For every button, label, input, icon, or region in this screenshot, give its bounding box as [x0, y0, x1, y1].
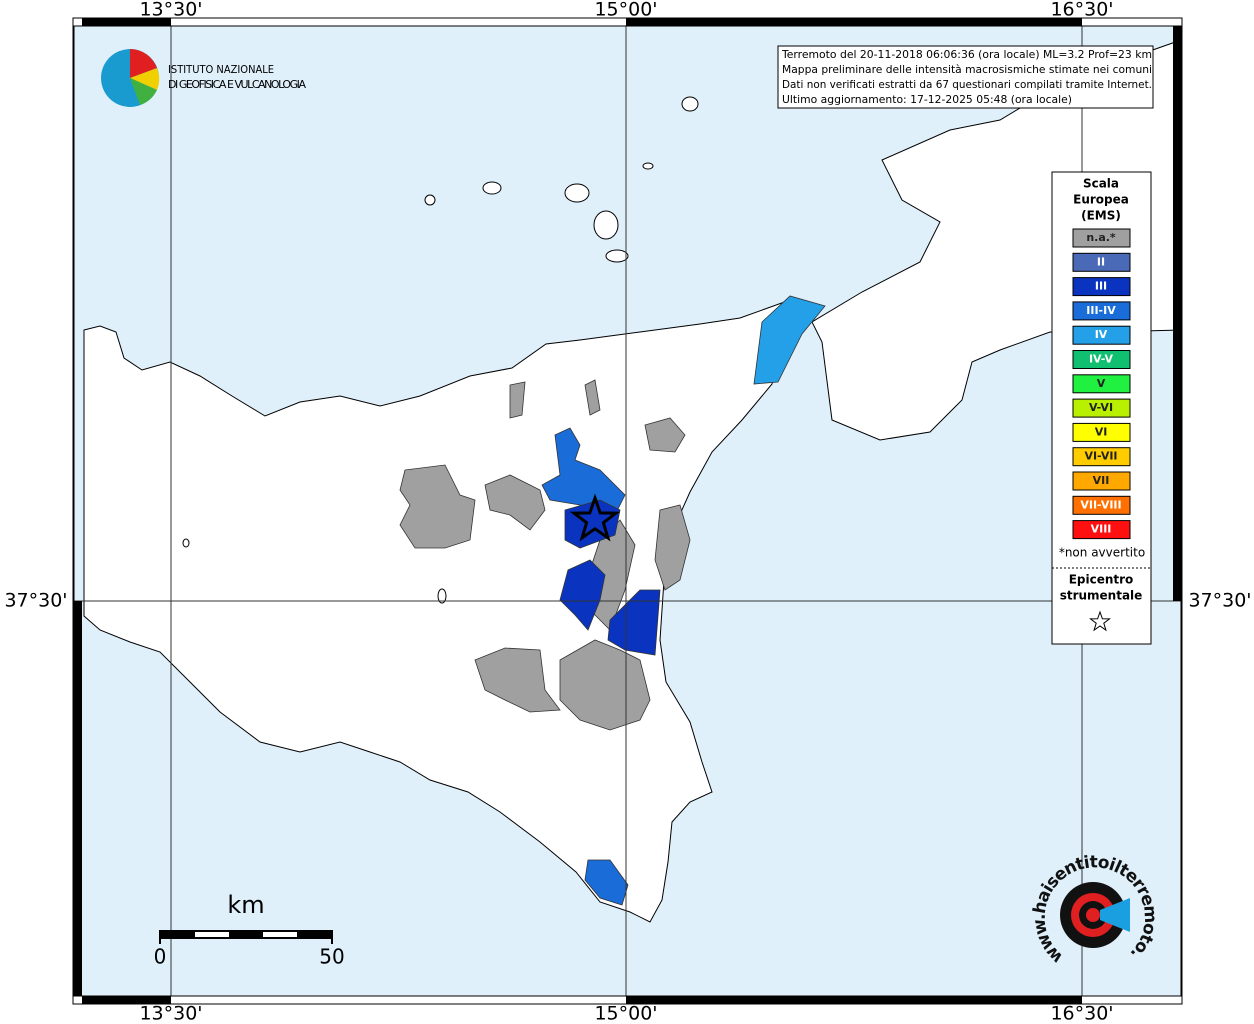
legend-swatch — [1072, 422, 1131, 442]
legend-swatch — [1072, 398, 1131, 418]
longitude-label: 15°00' — [594, 1003, 657, 1024]
intensity-area — [484, 474, 546, 531]
intensity-area — [559, 639, 651, 731]
epicenter-star — [569, 493, 621, 542]
island — [424, 194, 436, 206]
legend-swatch — [1072, 228, 1131, 248]
legend-swatch — [1072, 520, 1131, 540]
island — [681, 96, 699, 112]
island — [437, 588, 447, 604]
ingv-globe-part — [130, 68, 160, 90]
intensity-area — [509, 381, 526, 419]
latitude-label: 37°30' — [1188, 590, 1251, 612]
legend-swatch — [1072, 252, 1131, 272]
scale-end: 50 — [319, 945, 344, 969]
intensity-area — [559, 559, 606, 631]
island — [564, 183, 590, 203]
legend-swatch — [1072, 495, 1131, 515]
legend-label: II — [1097, 255, 1105, 268]
intensity-area — [399, 464, 476, 549]
longitude-label: 16°30' — [1050, 0, 1113, 21]
legend-title: Scala — [1083, 177, 1119, 191]
intensity-area — [584, 379, 601, 416]
sicily-land — [83, 299, 791, 923]
legend-swatch — [1072, 277, 1131, 297]
legend-swatch — [1072, 350, 1131, 369]
legend-epicenter: strumentale — [1060, 589, 1143, 603]
legend-label: IV — [1095, 328, 1108, 341]
ingv-globe-part — [130, 78, 157, 105]
legend-label: VIII — [1091, 523, 1112, 536]
scale-segment — [297, 931, 332, 938]
legend-swatch — [1072, 374, 1131, 394]
info-box — [777, 45, 1154, 109]
intensity-area — [654, 504, 691, 591]
longitude-label: 16°30' — [1050, 1003, 1113, 1024]
frame-band — [1173, 26, 1181, 601]
info-line: Ultimo aggiornamento: 17-12-2025 05:48 (… — [782, 93, 1072, 106]
legend-label: VI — [1095, 425, 1108, 438]
ingv-name: DI GEOFISICA E VULCANOLOGIA — [168, 78, 306, 91]
legend-label: VII-VIII — [1080, 498, 1121, 511]
legend-title: (EMS) — [1081, 209, 1121, 223]
frame-band — [74, 601, 82, 996]
intensity-area — [607, 589, 661, 656]
legend-epicenter: Epicentro — [1069, 573, 1134, 587]
legend-label: VI-VII — [1084, 450, 1117, 463]
legend-swatch — [1072, 325, 1131, 345]
legend-label: III-IV — [1086, 304, 1116, 317]
island — [605, 249, 629, 263]
info-line: Dati non verificati estratti da 67 quest… — [782, 78, 1152, 91]
scale-segment — [160, 931, 195, 938]
island — [182, 538, 190, 548]
legend-label: V-VI — [1089, 401, 1113, 414]
legend-swatch — [1072, 301, 1131, 321]
latitude-label: 37°30' — [4, 590, 67, 612]
island — [482, 181, 502, 195]
legend-title: Europea — [1073, 193, 1129, 207]
scale-unit: km — [227, 891, 264, 919]
intensity-area — [644, 417, 686, 453]
ingv-globe-part — [130, 49, 157, 78]
legend-label: III — [1095, 280, 1107, 293]
longitude-label: 13°30' — [139, 0, 202, 21]
frame-band — [82, 18, 171, 26]
legend-star — [1089, 610, 1111, 632]
scale-segment — [229, 931, 263, 938]
info-line: Mappa preliminare delle intensità macros… — [782, 63, 1152, 76]
legend-swatch — [1072, 447, 1131, 467]
frame-band — [626, 18, 1082, 26]
intensity-area — [541, 427, 626, 516]
legend-label: V — [1097, 377, 1106, 390]
longitude-label: 13°30' — [139, 1003, 202, 1024]
badge-ring — [1086, 908, 1100, 922]
intensity-area — [584, 859, 629, 906]
longitude-label: 15°00' — [594, 0, 657, 21]
island — [593, 210, 619, 240]
legend-label: n.a.* — [1086, 231, 1116, 244]
intensity-area — [474, 647, 561, 713]
badge-speaker — [1100, 898, 1130, 932]
intensity-area — [753, 295, 826, 385]
info-line: Terremoto del 20-11-2018 06:06:36 (ora l… — [781, 48, 1152, 61]
frame-band — [82, 996, 171, 1004]
island — [642, 162, 654, 170]
legend-swatch — [1072, 471, 1131, 491]
legend-label: IV-V — [1089, 353, 1114, 366]
legend-label: VII — [1093, 474, 1110, 487]
legend-note: *non avvertito — [1059, 546, 1145, 560]
ingv-name: ISTITUTO NAZIONALE — [168, 63, 274, 76]
frame-band — [626, 996, 1082, 1004]
scale-start: 0 — [154, 945, 167, 969]
